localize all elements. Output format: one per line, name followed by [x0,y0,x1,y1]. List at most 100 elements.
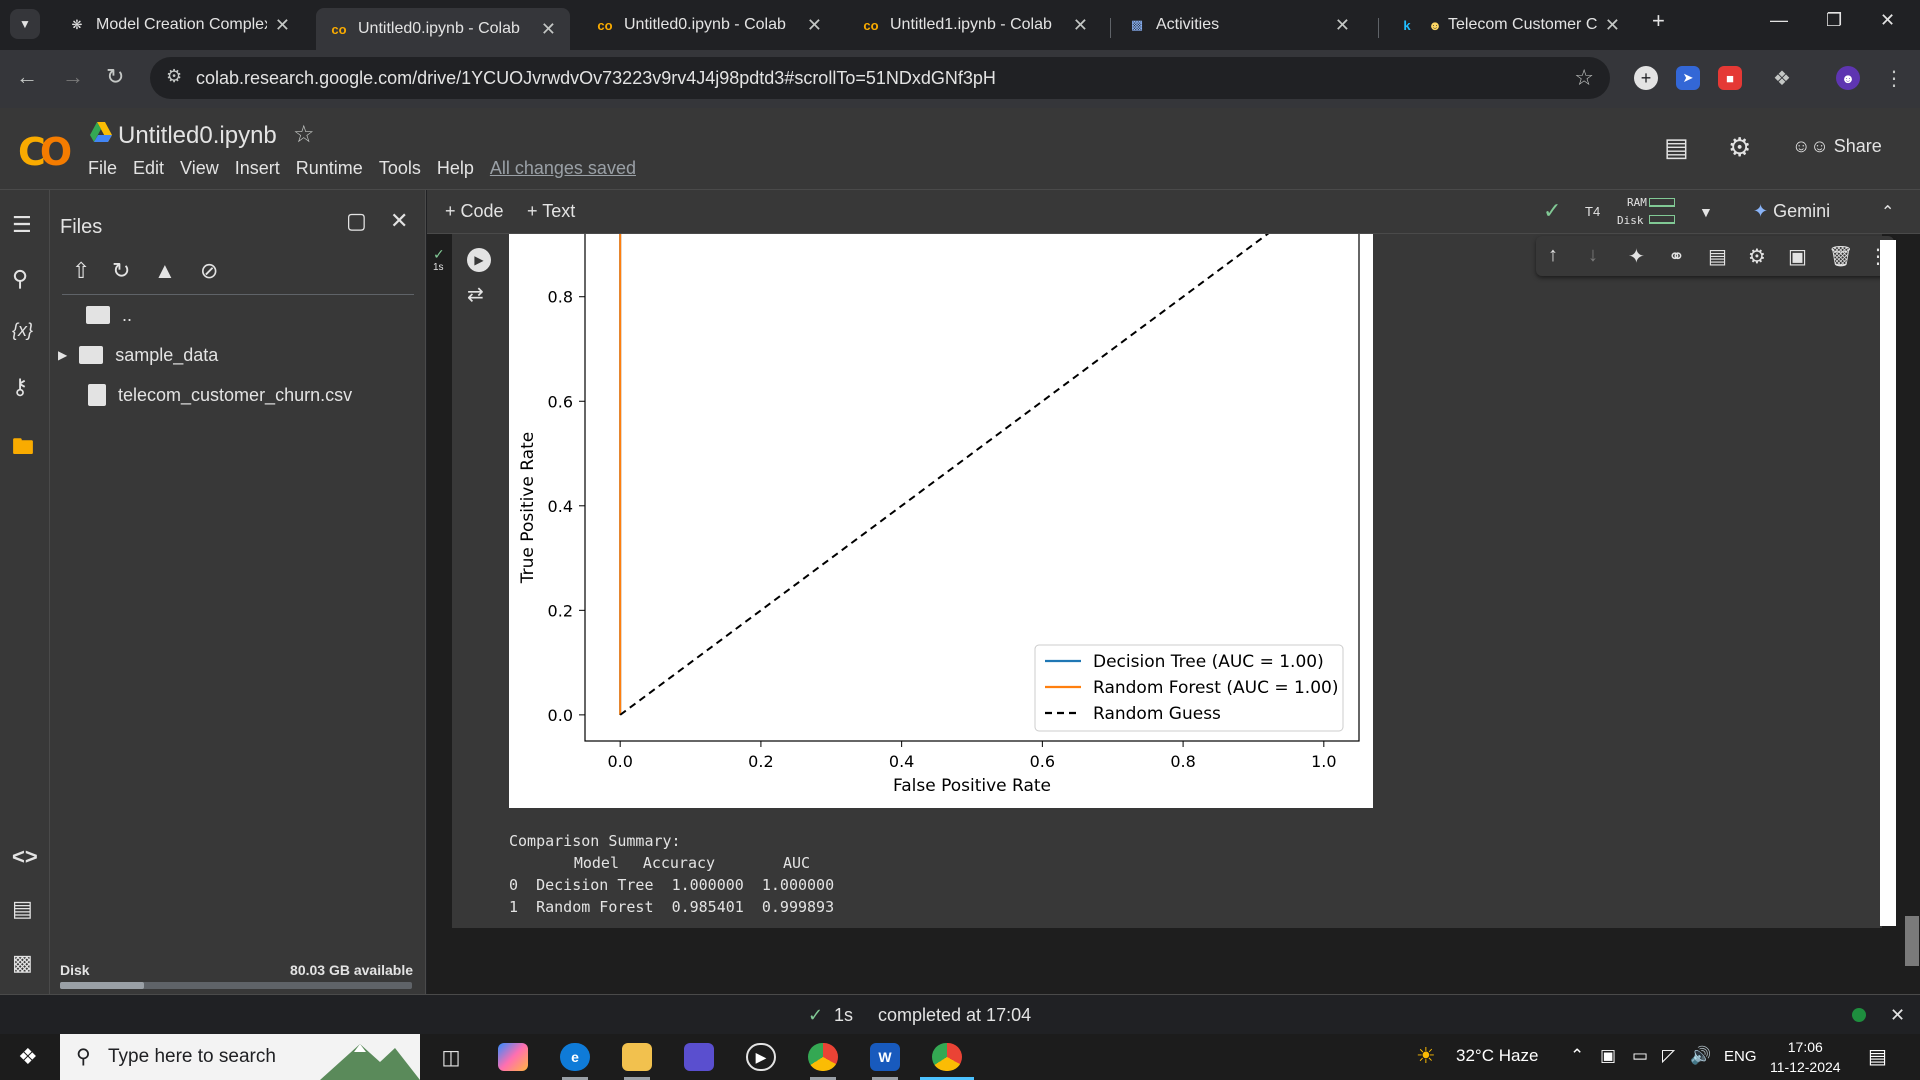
extension-plus-icon[interactable]: + [1634,66,1658,90]
profile-avatar[interactable]: ☻ [1836,66,1860,90]
tray-chevron-icon[interactable]: ⌃ [1570,1046,1585,1065]
output-scrollbar[interactable] [1880,240,1896,926]
secrets-key-icon[interactable]: ⚷ [12,374,29,399]
back-icon[interactable]: ← [16,64,38,89]
tree-item-parent[interactable]: .. [86,300,132,330]
close-icon[interactable]: ✕ [1334,14,1350,35]
move-up-icon[interactable]: ↑ [1548,244,1558,266]
tab-activities[interactable]: ▩ Activities ✕ [1114,8,1364,42]
close-icon[interactable]: ✕ [806,14,822,35]
volume-icon[interactable]: 🔊 [1690,1046,1712,1065]
runtime-dropdown-icon[interactable]: ▼ [1699,204,1713,220]
forward-icon[interactable]: → [62,64,84,89]
reload-icon[interactable]: ↻ [106,64,125,89]
table-of-contents-icon[interactable]: ☰ [12,212,32,237]
gemini-button[interactable]: ✦ Gemini [1753,201,1830,222]
mirror-cell-icon[interactable]: ▣ [1788,246,1807,268]
files-folder-icon[interactable]: 🖿 [12,434,35,459]
add-code-button[interactable]: + Code [445,201,504,221]
variables-icon[interactable]: {x} [12,320,34,340]
close-status-icon[interactable]: ✕ [1890,1005,1906,1025]
comments-icon[interactable]: ▤ [1664,132,1689,162]
menu-help[interactable]: Help [436,158,474,178]
restore-icon[interactable]: ❐ [1826,10,1843,30]
windows-start-icon[interactable]: ❖ [18,1044,38,1069]
extensions-puzzle-icon[interactable]: ❖ [1773,67,1791,90]
wifi-icon[interactable]: ◸ [1662,1046,1676,1065]
share-button[interactable]: ☺☺ Share [1792,136,1882,157]
tab-untitled0[interactable]: co Untitled0.ipynb - Colab ✕ [582,8,836,42]
move-down-icon[interactable]: ↓ [1588,244,1598,266]
close-icon[interactable]: ✕ [274,14,290,35]
menu-file[interactable]: File [88,158,118,178]
status-completed[interactable]: completed at 17:04 [878,1005,1032,1025]
weather-text[interactable]: 32°C Haze [1456,1046,1539,1065]
colab-logo[interactable]: CO [18,130,72,174]
add-text-button[interactable]: + Text [527,201,576,221]
settings-gear-icon[interactable]: ⚙ [1728,132,1752,162]
collapse-header-icon[interactable]: ⌃ [1881,204,1895,221]
extension-shield-icon[interactable]: ➤ [1676,66,1700,90]
menu-tools[interactable]: Tools [378,158,421,178]
tree-item-csv[interactable]: telecom_customer_churn.csv [88,380,352,410]
word-icon[interactable]: W [870,1043,900,1071]
resource-monitor[interactable]: RAM Disk [1617,194,1647,230]
search-icon[interactable]: ⚲ [12,266,29,291]
code-snippets-icon[interactable]: <> [12,844,38,869]
cell-settings-icon[interactable]: ⚙ [1748,246,1766,268]
close-icon[interactable]: ✕ [540,18,556,39]
page-scroll-thumb[interactable] [1905,916,1919,966]
menu-runtime[interactable]: Runtime [295,158,363,178]
tab-search-button[interactable]: ▼ [10,9,40,39]
tray-device-icon[interactable]: ▣ [1600,1046,1617,1065]
mount-drive-icon[interactable]: ▲ [154,258,176,283]
gemini-sparkle-icon[interactable]: ✦ [1628,246,1645,268]
upload-file-icon[interactable]: ⇧ [72,258,91,283]
window-close-icon[interactable]: ✕ [1880,10,1896,30]
delete-icon[interactable]: 🗑 [1828,246,1854,268]
battery-icon[interactable]: ▭ [1632,1046,1649,1065]
link-icon[interactable]: ⚭ [1668,246,1685,268]
menu-edit[interactable]: Edit [133,158,165,178]
minimize-icon[interactable]: — [1770,10,1788,30]
tree-item-sample-data[interactable]: ▶ sample_data [58,340,218,370]
runtime-type[interactable]: T4 [1585,204,1601,219]
save-status[interactable]: All changes saved [489,158,636,178]
taskbar-search-box[interactable]: ⚲ Type here to search [60,1034,420,1080]
terminal-icon[interactable]: ▩ [12,950,33,975]
app-icon[interactable] [684,1043,714,1071]
new-tab-icon[interactable]: + [1652,8,1665,33]
system-clock[interactable]: 17:06 11-12-2024 [1770,1037,1841,1077]
edge-icon[interactable]: e [560,1043,590,1071]
close-icon[interactable]: ✕ [1072,14,1088,35]
open-in-tab-icon[interactable]: ▢ [346,208,367,233]
media-player-icon[interactable]: ▶ [746,1043,776,1071]
copilot-icon[interactable] [498,1043,528,1071]
task-view-icon[interactable]: ◫ [441,1046,461,1069]
bookmark-star-icon[interactable]: ☆ [1574,65,1594,90]
close-panel-icon[interactable]: ✕ [390,208,409,233]
run-cell-button[interactable]: ▶ [467,248,491,272]
close-icon[interactable]: ✕ [1604,14,1620,35]
caret-right-icon[interactable]: ▶ [58,348,68,362]
language-indicator[interactable]: ENG [1724,1048,1757,1065]
tab-model-creation[interactable]: ❋ Model Creation Complexity ✕ [54,8,304,42]
chrome-active-icon[interactable] [932,1043,962,1071]
chrome-icon[interactable] [808,1043,838,1071]
menu-view[interactable]: View [180,158,219,178]
extension-red-icon[interactable]: ■ [1718,66,1742,90]
menu-insert[interactable]: Insert [234,158,280,178]
file-explorer-icon[interactable] [622,1043,652,1071]
tab-untitled0-active[interactable]: co Untitled0.ipynb - Colab ✕ [316,8,570,50]
notebook-title[interactable]: Untitled0.ipynb [118,122,277,149]
browser-menu-icon[interactable]: ⋮ [1884,67,1904,90]
output-actions-icon[interactable]: ⇄ [467,284,484,306]
refresh-icon[interactable]: ↻ [112,258,131,283]
comment-icon[interactable]: ▤ [1708,246,1727,268]
command-palette-icon[interactable]: ▤ [12,896,33,921]
notifications-icon[interactable]: ▤ [1868,1046,1887,1068]
hide-files-icon[interactable]: ⊘ [200,258,219,283]
site-info-icon[interactable]: ⚙ [166,66,183,86]
star-icon[interactable]: ☆ [293,121,315,148]
address-bar[interactable]: ⚙ colab.research.google.com/drive/1YCUOJ… [150,57,1610,99]
